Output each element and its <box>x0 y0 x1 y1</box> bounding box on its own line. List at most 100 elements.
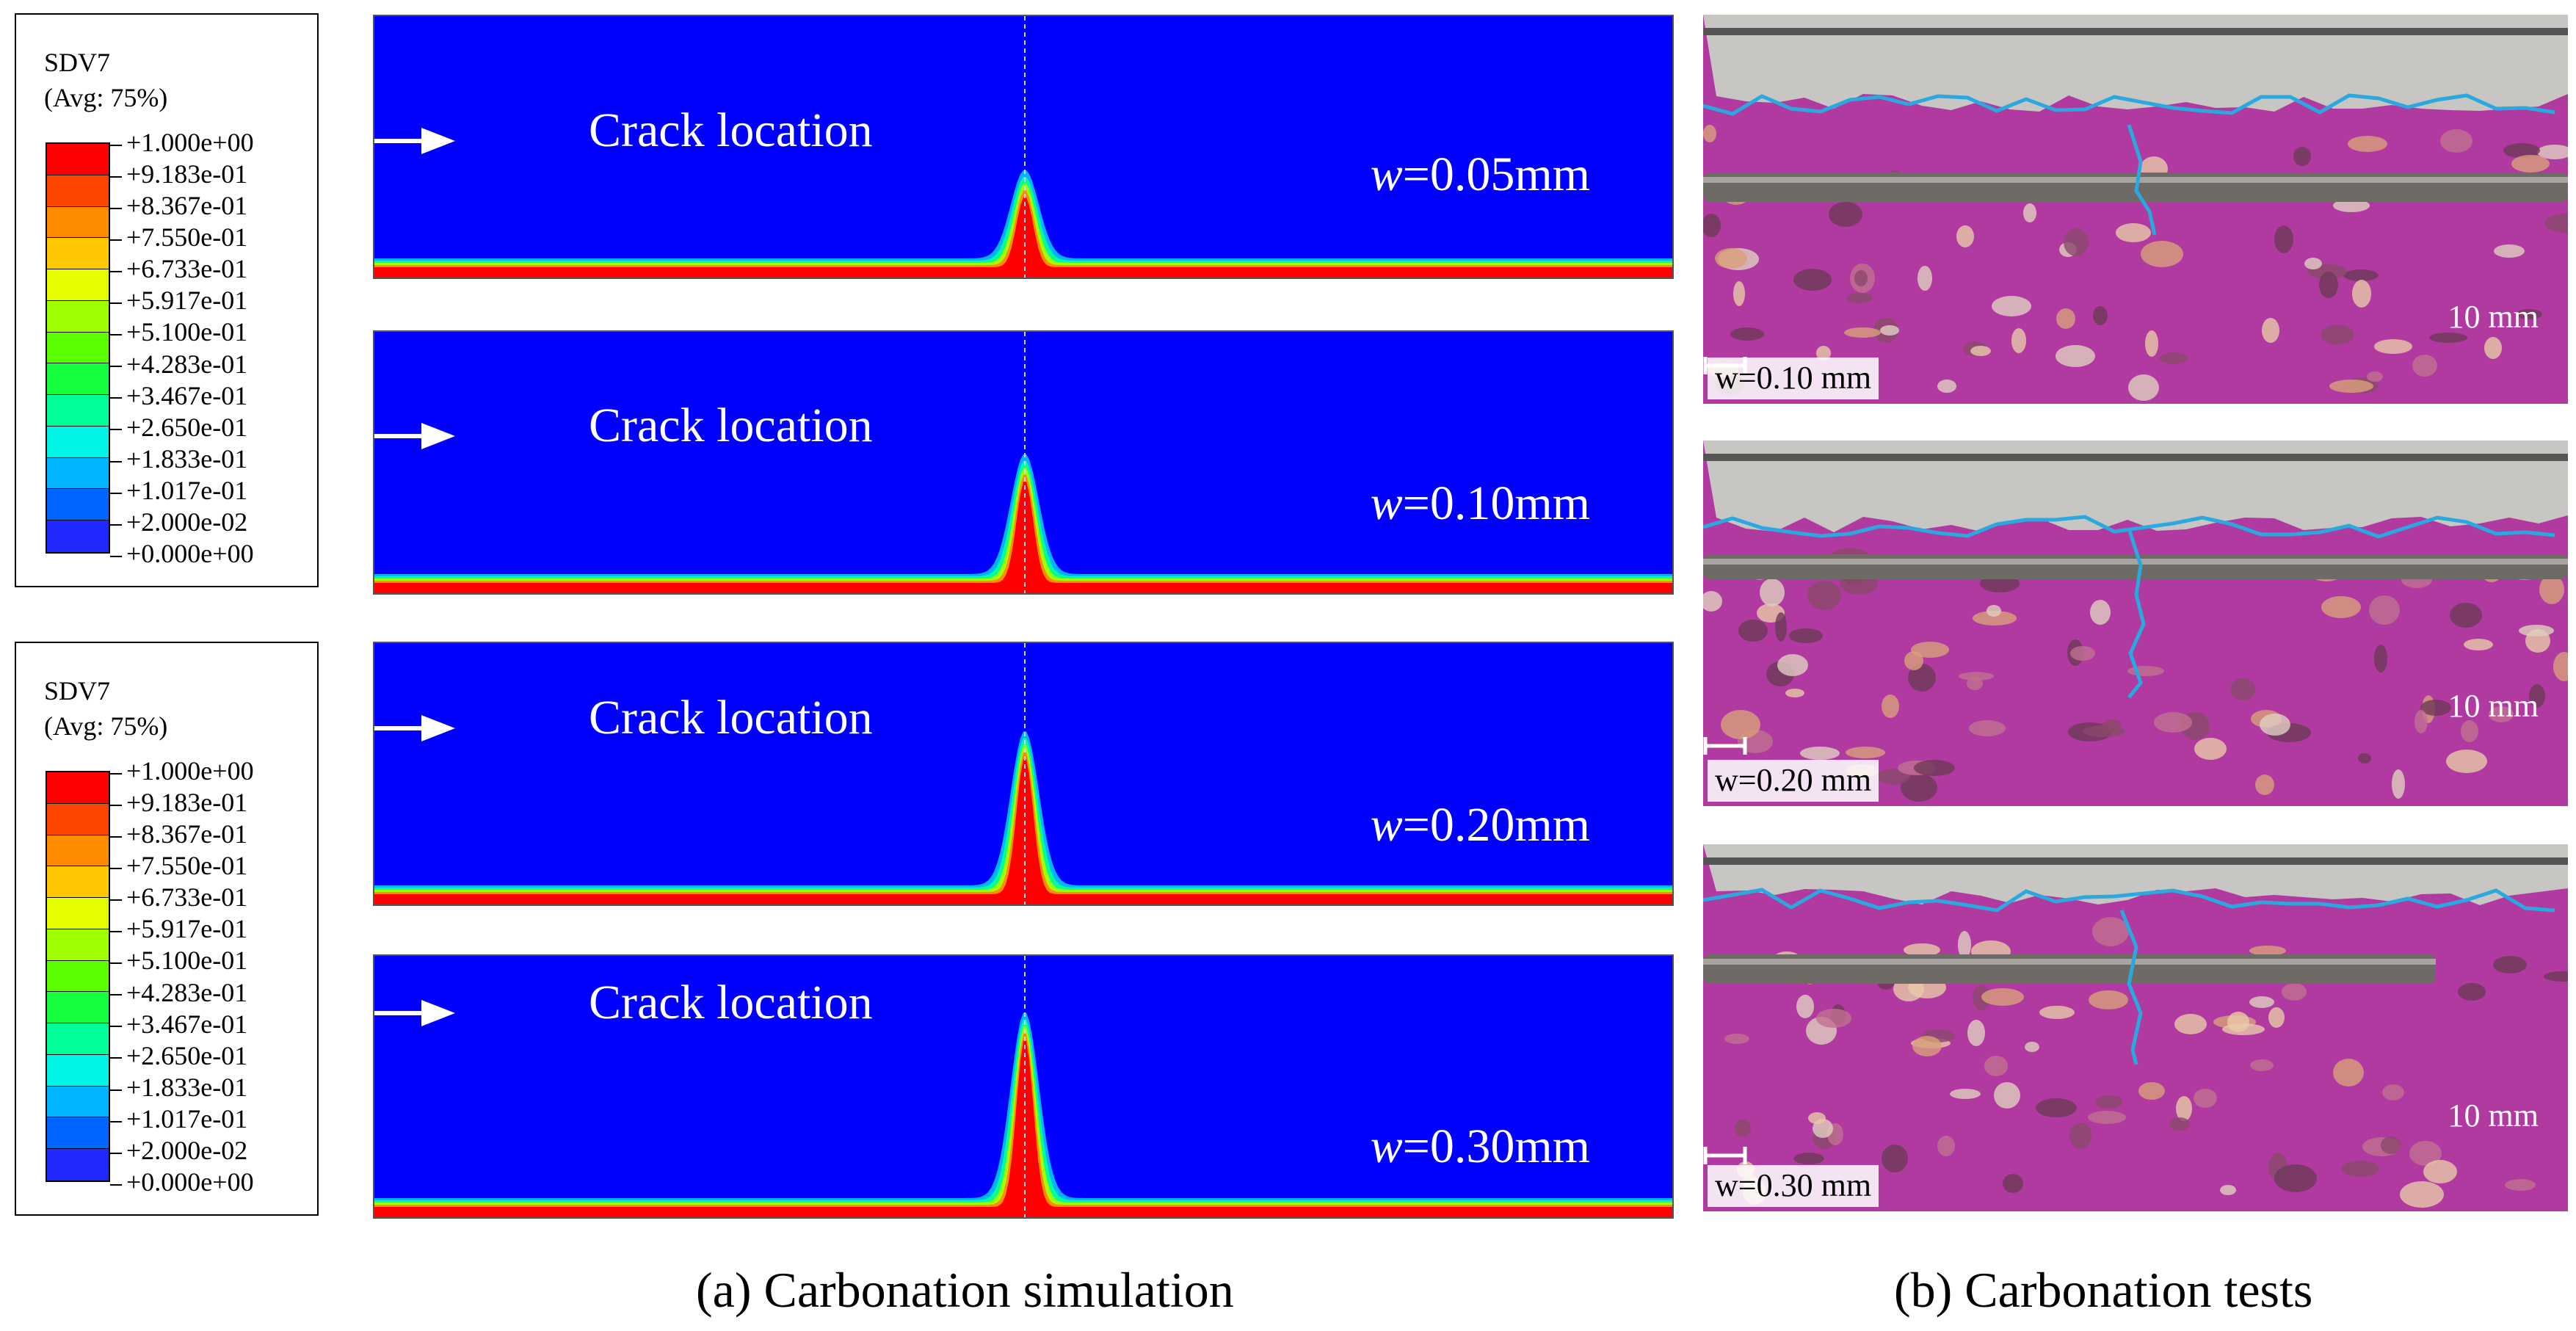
aggregate-particle <box>2092 917 2129 946</box>
aggregate-particle <box>2230 678 2255 700</box>
aggregate-particle <box>2102 719 2122 731</box>
test-photo: 10 mm w=0.10 mm <box>1703 15 2568 404</box>
aggregate-particle <box>1789 628 1823 643</box>
aggregate-particle <box>2260 714 2290 736</box>
contour-plot <box>374 643 1672 904</box>
aggregate-particle <box>2064 228 2089 256</box>
caption-simulation: (a) Carbonation simulation <box>696 1262 1234 1318</box>
aggregate-particle <box>1973 611 2017 625</box>
legend-tick-label: +0.000e+00 <box>110 1169 254 1195</box>
legend-color-bar <box>46 771 110 1182</box>
carbonation-front-band <box>374 1040 1672 1217</box>
aggregate-particle <box>1721 710 1760 739</box>
legend-tick-label: +3.467e-01 <box>110 1011 247 1037</box>
aggregate-particle <box>2458 983 2486 1001</box>
aggregate-particle <box>2255 775 2274 795</box>
aggregate-particle <box>2056 308 2075 329</box>
legend-tick-label: +8.367e-01 <box>110 821 247 847</box>
aggregate-particle <box>2011 328 2026 353</box>
legend-tick-label: +1.017e-01 <box>110 1106 247 1132</box>
aggregate-particle <box>2341 1161 2379 1177</box>
aggregate-particle <box>2039 1006 2075 1019</box>
legend-tick-label: +4.283e-01 <box>110 979 247 1006</box>
legend-color-segment <box>47 866 109 899</box>
aggregate-particle <box>1846 747 1885 758</box>
aggregate-particle <box>2321 325 2354 344</box>
aggregate-particle <box>2400 1181 2444 1208</box>
aggregate-particle <box>1785 689 1804 697</box>
aggregate-particle <box>2274 225 2293 253</box>
crack-location-label: Crack location <box>589 976 873 1029</box>
legend-color-segment <box>47 426 109 458</box>
arrow-right-icon <box>374 1000 455 1026</box>
carbonated-cover-region <box>1703 440 2568 532</box>
aggregate-particle <box>1880 325 1899 336</box>
aggregate-particle <box>1703 214 1721 237</box>
legend-color-segment <box>47 1054 109 1087</box>
legend-variable: SDV7 <box>44 676 111 706</box>
aggregate-particle <box>1981 988 2024 1006</box>
photo-illustration <box>1703 15 2568 404</box>
legend-color-segment <box>47 898 109 929</box>
aggregate-particle <box>2025 1042 2039 1052</box>
aggregate-particle <box>2056 345 2095 367</box>
simulation-panel: Crack location w=0.30mm <box>373 954 1674 1219</box>
aggregate-particle <box>2138 1082 2165 1100</box>
aggregate-particle <box>2095 1095 2123 1109</box>
aggregate-particle <box>2544 971 2568 982</box>
aggregate-particle <box>2511 155 2550 173</box>
aggregate-particle <box>2304 258 2322 269</box>
legend-color-segment <box>47 1149 109 1181</box>
aggregate-particle <box>2505 1179 2536 1191</box>
aggregate-particle <box>1882 694 1899 718</box>
legend-color-segment <box>47 300 109 333</box>
aggregate-particle <box>1908 664 1936 692</box>
aggregate-particle <box>1808 1112 1826 1124</box>
aggregate-particle <box>1987 605 2001 617</box>
aggregate-particle <box>2070 646 2095 661</box>
crack-location-label: Crack location <box>589 104 873 157</box>
test-photo: 10 mm w=0.30 mm <box>1703 844 2568 1211</box>
aggregate-particle <box>2369 595 2400 625</box>
concrete-top-edge <box>1703 454 2568 461</box>
legend-tick-label: +2.000e-02 <box>110 509 247 535</box>
aggregate-particle <box>1775 612 1787 642</box>
aggregate-particle <box>2461 720 2478 742</box>
aggregate-particle <box>2089 990 2128 1009</box>
legend-color-segment <box>47 238 109 270</box>
aggregate-particle <box>1882 1145 1908 1172</box>
concrete-top-edge <box>1703 857 2568 865</box>
arrow-right-icon <box>374 128 455 154</box>
aggregate-particle <box>1724 1034 1749 1044</box>
aggregate-particle <box>2090 600 2111 625</box>
aggregate-particle <box>1912 1036 1942 1056</box>
aggregate-particle <box>2553 652 2568 681</box>
aggregate-particle <box>1973 985 1990 1010</box>
simulation-panel: Crack location w=0.20mm <box>373 642 1674 906</box>
legend-tick-label: +1.833e-01 <box>110 1074 247 1100</box>
aggregate-particle <box>1807 581 1841 610</box>
aggregate-particle <box>2374 339 2412 354</box>
contour-plot <box>374 956 1672 1217</box>
aggregate-particle <box>1969 720 2006 736</box>
legend-tick-label: +9.183e-01 <box>110 161 247 187</box>
legend-tick-label: +2.650e-01 <box>110 1042 247 1069</box>
aggregate-particle <box>2069 1123 2091 1149</box>
test-photo: 10 mm w=0.20 mm <box>1703 440 2568 806</box>
photo-crack-width-label: w=0.30 mm <box>1708 1165 1879 1207</box>
aggregate-particle <box>1735 1120 1751 1137</box>
aggregate-particle <box>2464 639 2493 650</box>
aggregate-particle <box>2023 203 2036 222</box>
legend-tick-label: +5.917e-01 <box>110 287 247 313</box>
photo-illustration <box>1703 440 2568 806</box>
aggregate-particle <box>2333 199 2370 212</box>
aggregate-particle <box>1984 1056 2008 1076</box>
aggregate-particle <box>1793 269 1832 291</box>
aggregate-particle <box>2293 147 2311 166</box>
contour-legend-bottom: SDV7 (Avg: 75%) +1.000e+00 +9.183e-01 +8.3… <box>15 642 319 1216</box>
aggregate-particle <box>2116 223 2151 242</box>
legend-color-segment <box>47 803 109 835</box>
legend-tick-label: +6.733e-01 <box>110 255 247 282</box>
aggregate-particle <box>1793 1153 1824 1164</box>
aggregate-particle <box>1904 943 1940 957</box>
